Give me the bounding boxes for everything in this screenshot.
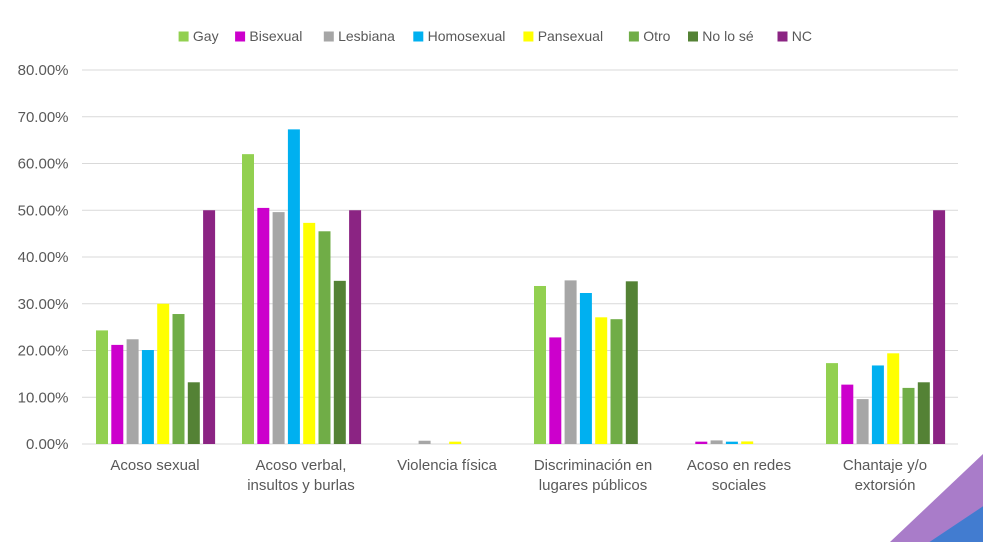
svg-text:Violencia física: Violencia física bbox=[397, 457, 497, 474]
svg-text:50.00%: 50.00% bbox=[18, 202, 69, 219]
svg-text:insultos y burlas: insultos y burlas bbox=[247, 477, 355, 494]
svg-text:NC: NC bbox=[792, 28, 812, 44]
svg-text:10.00%: 10.00% bbox=[18, 389, 69, 406]
svg-text:Acoso en redes: Acoso en redes bbox=[687, 457, 791, 474]
svg-text:lugares públicos: lugares públicos bbox=[539, 477, 647, 494]
svg-text:60.00%: 60.00% bbox=[18, 156, 69, 173]
svg-text:40.00%: 40.00% bbox=[18, 249, 69, 266]
svg-text:0.00%: 0.00% bbox=[26, 436, 69, 453]
svg-text:Acoso sexual: Acoso sexual bbox=[110, 457, 199, 474]
svg-text:Pansexual: Pansexual bbox=[538, 28, 603, 44]
svg-text:sociales: sociales bbox=[712, 477, 766, 494]
svg-text:Homosexual: Homosexual bbox=[428, 28, 506, 44]
svg-text:Lesbiana: Lesbiana bbox=[338, 28, 395, 44]
svg-text:80.00%: 80.00% bbox=[18, 62, 69, 79]
svg-text:70.00%: 70.00% bbox=[18, 109, 69, 126]
svg-text:30.00%: 30.00% bbox=[18, 296, 69, 313]
svg-text:extorsión: extorsión bbox=[855, 477, 916, 494]
svg-text:Otro: Otro bbox=[643, 28, 670, 44]
svg-text:Bisexual: Bisexual bbox=[249, 28, 302, 44]
svg-text:20.00%: 20.00% bbox=[18, 343, 69, 360]
svg-text:No lo sé: No lo sé bbox=[702, 28, 754, 44]
svg-text:Gay: Gay bbox=[193, 28, 219, 44]
svg-text:Acoso verbal,: Acoso verbal, bbox=[256, 457, 347, 474]
svg-text:Discriminación en: Discriminación en bbox=[534, 457, 652, 474]
svg-text:Chantaje y/o: Chantaje y/o bbox=[843, 457, 927, 474]
